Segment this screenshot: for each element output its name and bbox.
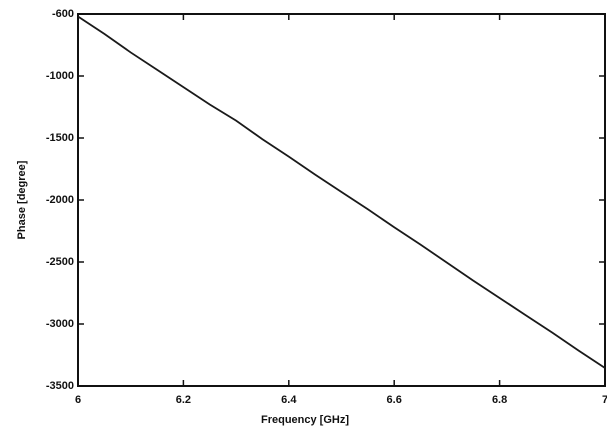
x-tick-label: 6.6 <box>387 394 402 406</box>
x-tick-label: 6 <box>75 394 81 406</box>
y-tick-label: -3000 <box>46 318 74 330</box>
x-tick-label: 6.4 <box>281 394 297 406</box>
y-tick-label: -600 <box>52 8 74 20</box>
x-tick-label: 6.8 <box>492 394 507 406</box>
data-line <box>77 15 606 369</box>
y-tick-label: -1000 <box>46 70 74 82</box>
x-tick-label: 6.2 <box>176 394 191 406</box>
y-tick-label: -2500 <box>46 256 74 268</box>
x-axis-label: Frequency [GHz] <box>261 414 349 426</box>
y-tick-label: -1500 <box>46 132 74 144</box>
y-axis-label: Phase [degree] <box>16 160 28 239</box>
y-tick-label: -3500 <box>46 380 74 392</box>
x-tick-label: 7 <box>602 394 607 406</box>
y-tick-label: -2000 <box>46 194 74 206</box>
